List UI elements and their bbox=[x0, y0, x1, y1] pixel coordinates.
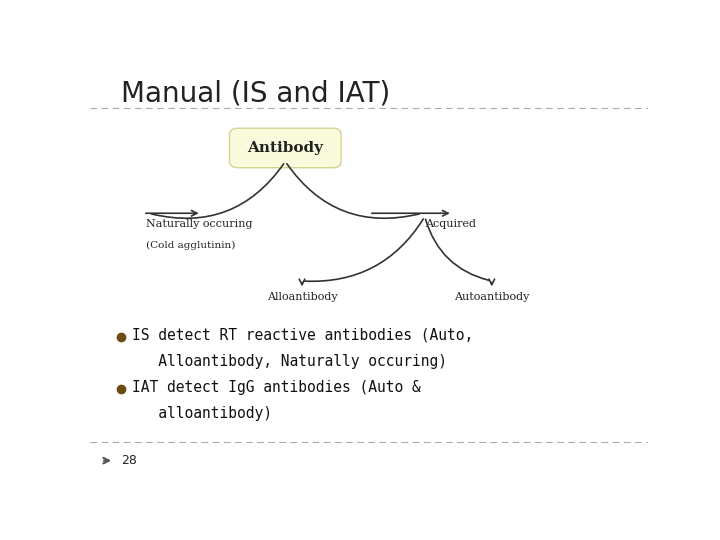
Text: Autoantibody: Autoantibody bbox=[454, 292, 529, 302]
Text: (Cold agglutinin): (Cold agglutinin) bbox=[145, 241, 235, 250]
Text: Alloantibody: Alloantibody bbox=[266, 292, 338, 302]
Text: 28: 28 bbox=[121, 454, 137, 467]
Text: Acquired: Acquired bbox=[425, 219, 476, 228]
Text: IS detect RT reactive antibodies (Auto,: IS detect RT reactive antibodies (Auto, bbox=[132, 328, 473, 342]
Text: Alloantibody, Naturally occuring): Alloantibody, Naturally occuring) bbox=[132, 354, 447, 369]
Text: alloantibody): alloantibody) bbox=[132, 406, 272, 421]
Text: IAT detect IgG antibodies (Auto &: IAT detect IgG antibodies (Auto & bbox=[132, 380, 420, 395]
Text: Naturally occuring: Naturally occuring bbox=[145, 219, 252, 228]
Text: Antibody: Antibody bbox=[247, 141, 323, 155]
Text: Manual (IS and IAT): Manual (IS and IAT) bbox=[121, 79, 390, 107]
FancyBboxPatch shape bbox=[230, 128, 341, 168]
